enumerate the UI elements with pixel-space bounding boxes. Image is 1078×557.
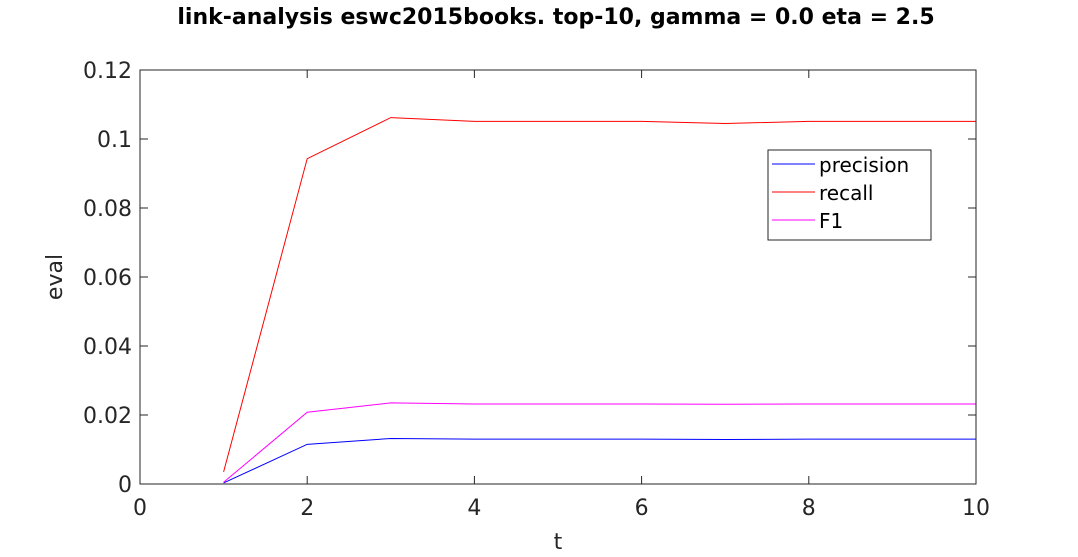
legend-label-precision: precision — [819, 153, 909, 177]
y-tick-label: 0.12 — [83, 59, 132, 84]
x-tick-label: 6 — [635, 496, 649, 521]
legend-box — [767, 149, 932, 241]
series-line-recall — [223, 117, 976, 473]
y-tick-label: 0.04 — [83, 335, 132, 360]
axis-ticks: 0 2 4 6 8 10 0 0.02 0.04 0.06 0.08 0.1 0.12 — [83, 59, 990, 521]
x-tick-label: 2 — [300, 496, 314, 521]
legend: precision recall F1 — [767, 149, 932, 241]
x-axis-label: t — [554, 530, 563, 555]
series-layer — [223, 117, 976, 484]
x-tick-label: 0 — [133, 496, 147, 521]
plot-area-frame — [139, 69, 977, 485]
y-tick-label: 0.06 — [83, 266, 132, 291]
y-tick-label: 0.1 — [97, 128, 132, 153]
x-tick-label: 10 — [962, 496, 990, 521]
y-tick-label: 0.08 — [83, 197, 132, 222]
x-tick-label: 8 — [802, 496, 816, 521]
y-tick-label: 0.02 — [83, 404, 132, 429]
legend-label-recall: recall — [819, 181, 873, 205]
chart-title: link-analysis eswc2015books. top-10, gam… — [177, 5, 934, 30]
series-line-f1 — [223, 402, 976, 483]
y-axis-label: eval — [43, 254, 68, 300]
x-tick-label: 4 — [467, 496, 481, 521]
legend-label-f1: F1 — [819, 209, 843, 233]
series-line-precision — [223, 437, 976, 484]
y-tick-label: 0 — [118, 473, 132, 498]
